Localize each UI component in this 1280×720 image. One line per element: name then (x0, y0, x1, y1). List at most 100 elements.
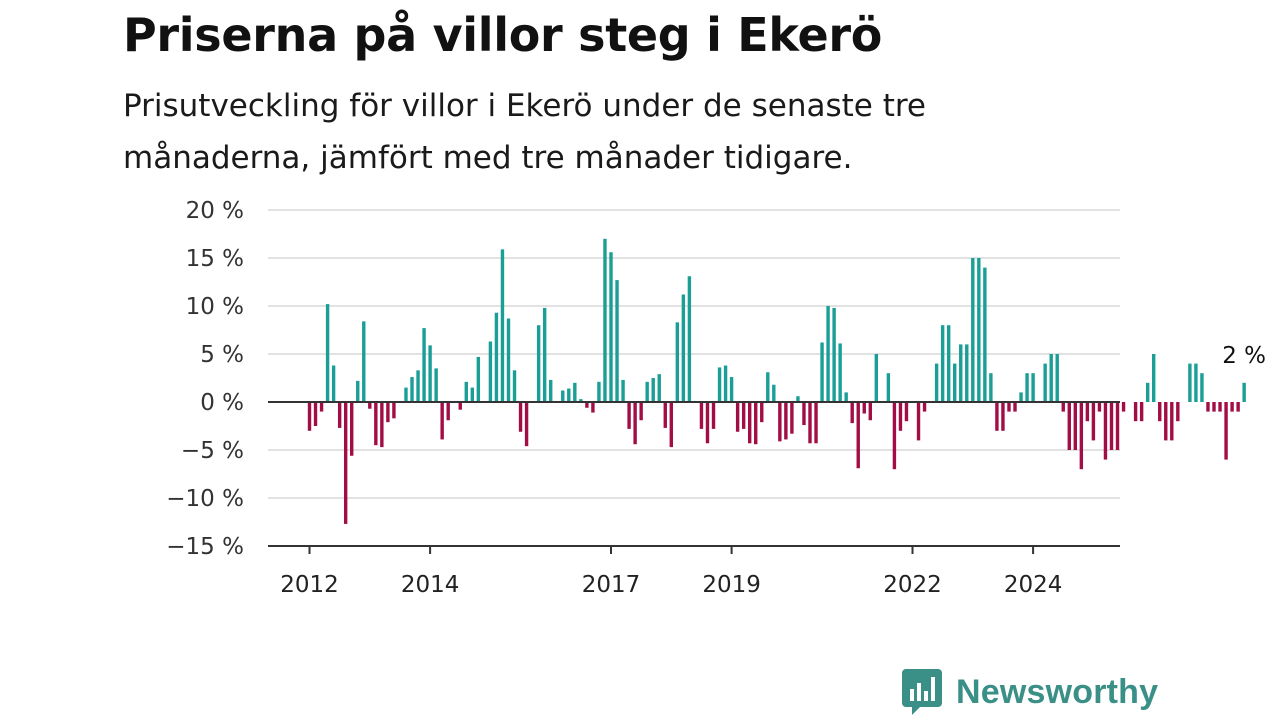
bar (1025, 373, 1029, 402)
bar (826, 306, 830, 402)
bar (567, 388, 571, 402)
y-tick-label: 20 % (186, 198, 244, 224)
bar (886, 373, 891, 402)
bar (603, 238, 607, 402)
bar (307, 402, 312, 431)
bar (506, 318, 511, 402)
bar (597, 381, 601, 402)
bar (1115, 402, 1120, 450)
bar (1176, 402, 1180, 422)
bar (494, 312, 499, 402)
bar (500, 249, 505, 402)
bar (524, 402, 529, 447)
bar (1019, 392, 1023, 402)
gridlines (268, 209, 1120, 499)
bar (965, 344, 969, 402)
bar (922, 402, 927, 412)
bar (735, 402, 740, 432)
bar (416, 370, 420, 402)
bar (1152, 354, 1156, 402)
bar (1049, 354, 1053, 402)
bar (615, 280, 619, 402)
bar (542, 307, 547, 402)
x-tick-label: 2019 (702, 572, 761, 598)
bar (1109, 402, 1114, 450)
bar (898, 402, 903, 431)
bar (862, 402, 866, 414)
bar (313, 402, 318, 426)
bar (1031, 373, 1035, 402)
bar (1188, 363, 1192, 402)
bar (687, 276, 692, 402)
y-tick-label: −5 % (181, 438, 244, 464)
bar (470, 387, 475, 402)
bar (669, 402, 673, 448)
bar (1194, 363, 1198, 402)
bar (362, 321, 366, 402)
bar (536, 325, 541, 402)
bar (1218, 402, 1222, 412)
bar (350, 402, 354, 456)
bar (784, 402, 788, 440)
bar (754, 402, 758, 445)
bar (747, 402, 752, 444)
bar (410, 377, 414, 402)
bar (609, 252, 613, 402)
bar (651, 378, 655, 402)
bar (343, 402, 348, 524)
bar (946, 325, 951, 402)
bar (1055, 354, 1059, 402)
bar (386, 402, 390, 423)
bar (1200, 373, 1204, 402)
bar (428, 345, 432, 402)
x-tick-label: 2017 (582, 572, 641, 598)
bar (959, 344, 963, 402)
bar (989, 373, 993, 402)
y-tick-label: 10 % (186, 294, 244, 320)
bar (1164, 402, 1168, 441)
bar (1073, 402, 1078, 450)
bar (549, 379, 553, 402)
bar (446, 402, 450, 421)
x-tick-label: 2024 (1004, 572, 1063, 598)
bar (476, 356, 481, 402)
bar (874, 354, 879, 402)
bar (325, 304, 330, 402)
bar (657, 374, 661, 402)
bar (368, 402, 372, 409)
bar (723, 365, 728, 402)
bar (983, 267, 987, 402)
bar (337, 402, 342, 428)
bar (1007, 402, 1011, 412)
bar (717, 367, 722, 402)
bar (458, 402, 462, 410)
bar (675, 322, 680, 402)
bar (971, 258, 975, 402)
bar (892, 402, 897, 470)
bar (1242, 382, 1246, 402)
bar (850, 402, 854, 424)
bar (1121, 402, 1126, 412)
bar (1139, 402, 1144, 422)
bar (766, 372, 770, 402)
bar (681, 294, 686, 402)
bar (995, 402, 999, 431)
bar (440, 402, 444, 440)
bar (1085, 402, 1090, 422)
bar (1236, 402, 1240, 412)
bar (1001, 402, 1005, 431)
bar (627, 402, 631, 429)
bar (392, 402, 396, 419)
bar (518, 402, 523, 432)
bar (832, 307, 836, 402)
brand-logo: Newsworthy (902, 668, 1158, 716)
bar (585, 402, 589, 408)
bar (380, 402, 384, 448)
bar (633, 402, 637, 445)
bar (1230, 402, 1234, 412)
bar (1133, 402, 1138, 422)
bar (838, 343, 842, 402)
y-tick-label: 0 % (200, 390, 244, 416)
x-axis-ticks: 2012 2014 2017 2019 2022 2024 (280, 546, 1062, 598)
bars (307, 238, 1246, 524)
